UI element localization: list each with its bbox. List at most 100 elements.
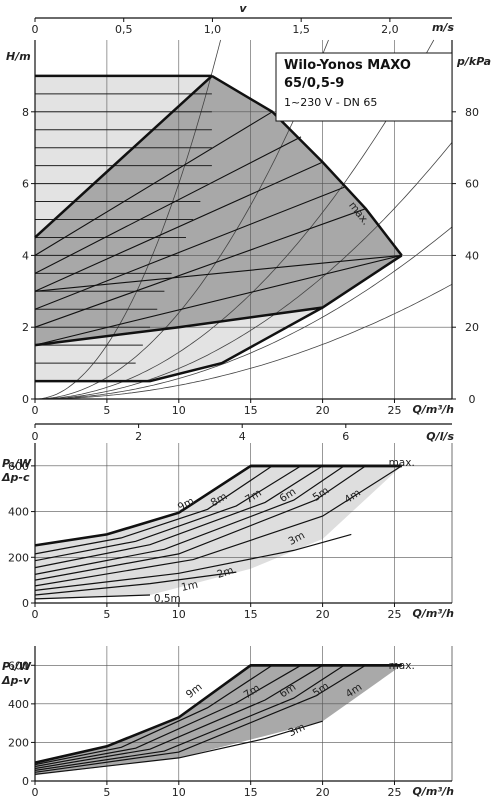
lps-tick-label: 6 <box>342 430 349 443</box>
y-tick-label: 600 <box>8 659 29 672</box>
x-tick-label: 5 <box>103 608 110 621</box>
lower-boundary-curve <box>34 254 403 347</box>
dpv-axes: 0 5 10 15 20 25 0 200 400 600 Q/m³/h P₁/WΔp-v <box>1 646 454 799</box>
x-tick-label: 15 <box>244 786 258 799</box>
x-axis-title: Q/m³/h <box>413 607 455 620</box>
power-curve-5m <box>34 465 345 575</box>
x-tick-label: 20 <box>316 608 330 621</box>
system-curve <box>34 39 221 400</box>
curve-label: 2m <box>215 564 235 581</box>
max-label: max. <box>389 457 415 469</box>
right-tick-label: 40 <box>465 249 479 262</box>
y-tick-label: 4 <box>22 249 29 262</box>
power-curve-2m <box>34 533 352 591</box>
top-axis-unit: m/s <box>432 21 454 34</box>
power-curve-8m <box>34 465 273 555</box>
y-tick-label: 400 <box>8 698 29 711</box>
lps-tick-label: 4 <box>239 430 246 443</box>
power-curve-5m <box>34 664 345 771</box>
max-label: max. <box>389 660 415 672</box>
x-tick-label: 20 <box>316 786 330 799</box>
power-curve-8m <box>34 664 273 766</box>
power-curve-1m <box>34 571 237 596</box>
x-tick-label: 15 <box>244 608 258 621</box>
y-axis-title: P₁/W <box>2 457 32 470</box>
top-tick-label: 1,5 <box>292 23 310 36</box>
dpc-curves <box>34 464 403 600</box>
top-tick-label: 2,0 <box>381 23 399 36</box>
dpc-axes: 0 2 4 6 Q/l/s 0 5 10 15 20 25 0 200 400 600 Q/m³/h P₁/WΔ… <box>1 423 455 621</box>
y-tick-label: 400 <box>8 506 29 519</box>
head-axes: 0 5 10 15 20 25 0 2 4 6 8 Q/m³/h 0 20 40 60 80 p/kPa 0 0,5 1… <box>6 2 491 417</box>
top-tick-label: 0,5 <box>115 23 133 36</box>
head-curve <box>34 186 345 310</box>
system-curve <box>35 39 435 400</box>
max-curve <box>211 74 403 257</box>
power-curve-6m <box>34 664 323 770</box>
x-tick-label: 10 <box>172 608 186 621</box>
power-curve-7m <box>34 465 302 562</box>
y-tick-label: 0 <box>22 775 29 788</box>
min-curve <box>35 306 324 383</box>
system-curve <box>35 283 453 400</box>
power-curve-4m <box>34 664 367 773</box>
power-curve-3m <box>34 465 403 587</box>
top-axis-title: v <box>239 2 247 15</box>
right-tick-label: 0 <box>469 393 476 406</box>
dpv-curves <box>34 663 402 775</box>
spec-label: 1~230 V - DN 65 <box>284 96 377 109</box>
title-box: Wilo-Yonos MAXO 65/0,5-9 1~230 V - DN 65 <box>275 52 453 122</box>
head-curve <box>34 111 273 256</box>
top-tick-label: 1,0 <box>204 23 222 36</box>
lps-tick-label: 0 <box>32 430 39 443</box>
y-tick-label: 200 <box>8 736 29 749</box>
right-axis-title: p/kPa <box>456 55 491 68</box>
x-tick-label: 25 <box>387 608 401 621</box>
head-curve <box>34 74 213 239</box>
head-curves <box>34 74 403 383</box>
power-curve-3m <box>34 720 323 775</box>
right-tick-label: 60 <box>465 178 479 191</box>
power-chart-dpv: 0 5 10 15 20 25 0 200 400 600 Q/m³/h P₁/WΔp-v max. 9… <box>1 646 454 799</box>
y-tick-label: 0 <box>22 393 29 406</box>
power-curve-4m <box>34 465 367 581</box>
x-tick-label: 25 <box>387 404 401 417</box>
curve-label: 0,5m <box>154 593 181 605</box>
right-tick-label: 20 <box>465 321 479 334</box>
y-tick-label: 200 <box>8 551 29 564</box>
x-tick-label: 10 <box>172 404 186 417</box>
x-tick-label: 0 <box>32 786 39 799</box>
system-curve <box>35 226 453 400</box>
x-tick-label: 0 <box>32 404 39 417</box>
x-axis-title: Q/m³/h <box>413 403 455 416</box>
chart-title: Wilo-Yonos MAXO <box>284 58 411 73</box>
y-tick-label: 8 <box>22 106 29 119</box>
mode-label: Δp-v <box>1 674 31 687</box>
power-curve-6m <box>34 465 323 569</box>
head-curve <box>34 161 323 292</box>
top-tick-label: 0 <box>32 23 39 36</box>
x-tick-label: 0 <box>32 608 39 621</box>
x-tick-label: 5 <box>103 404 110 417</box>
x-tick-label: 15 <box>244 404 258 417</box>
head-curve <box>34 208 366 328</box>
mode-label: Δp-c <box>1 471 30 484</box>
x-axis-title: Q/m³/h <box>413 785 455 798</box>
curve-label: 9m <box>184 681 205 701</box>
system-curve <box>35 142 453 400</box>
head-curve <box>34 254 402 346</box>
y-tick-label: 6 <box>22 178 29 191</box>
x-tick-label: 20 <box>316 404 330 417</box>
head-curve <box>34 136 302 274</box>
y-axis-title: P₁/W <box>2 660 32 673</box>
curve-label: 1m <box>180 579 199 594</box>
lps-axis-title: Q/l/s <box>426 430 454 443</box>
operating-area-fill <box>35 465 402 600</box>
y-tick-label: 2 <box>22 321 29 334</box>
x-tick-label: 10 <box>172 786 186 799</box>
x-tick-label: 5 <box>103 786 110 799</box>
y-axis-title: H/m <box>6 50 31 63</box>
power-curve-0-5m <box>34 594 151 600</box>
head-chart: 0 5 10 15 20 25 0 2 4 6 8 Q/m³/h 0 20 40 60 80 p/kPa 0 0,5 1… <box>6 2 491 417</box>
